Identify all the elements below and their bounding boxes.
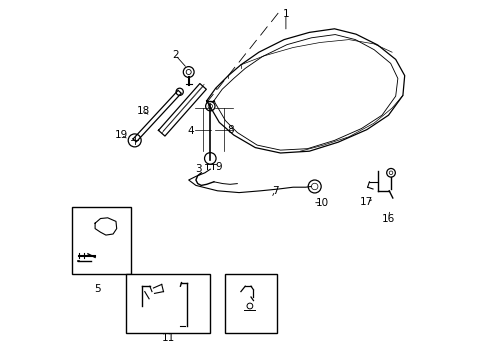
Text: 1: 1 [282,9,288,19]
Text: 18: 18 [136,105,149,116]
Text: 10: 10 [315,198,328,208]
Text: 16: 16 [381,214,394,224]
Text: 15: 15 [239,316,252,326]
Text: 4: 4 [187,126,194,136]
Text: 7: 7 [271,186,278,196]
Text: 11: 11 [162,333,175,343]
FancyBboxPatch shape [224,274,276,333]
Text: 19: 19 [114,130,127,140]
Text: 8: 8 [226,125,233,135]
FancyBboxPatch shape [72,207,131,274]
Text: 14: 14 [265,276,279,287]
Text: 12: 12 [140,300,153,310]
Text: 17: 17 [360,197,373,207]
FancyBboxPatch shape [125,274,210,333]
Text: 2: 2 [172,50,178,60]
Text: 5: 5 [94,284,101,294]
Text: 13: 13 [199,287,212,297]
Text: 9: 9 [215,162,222,172]
Text: 6: 6 [80,215,86,225]
Text: 3: 3 [195,164,202,174]
